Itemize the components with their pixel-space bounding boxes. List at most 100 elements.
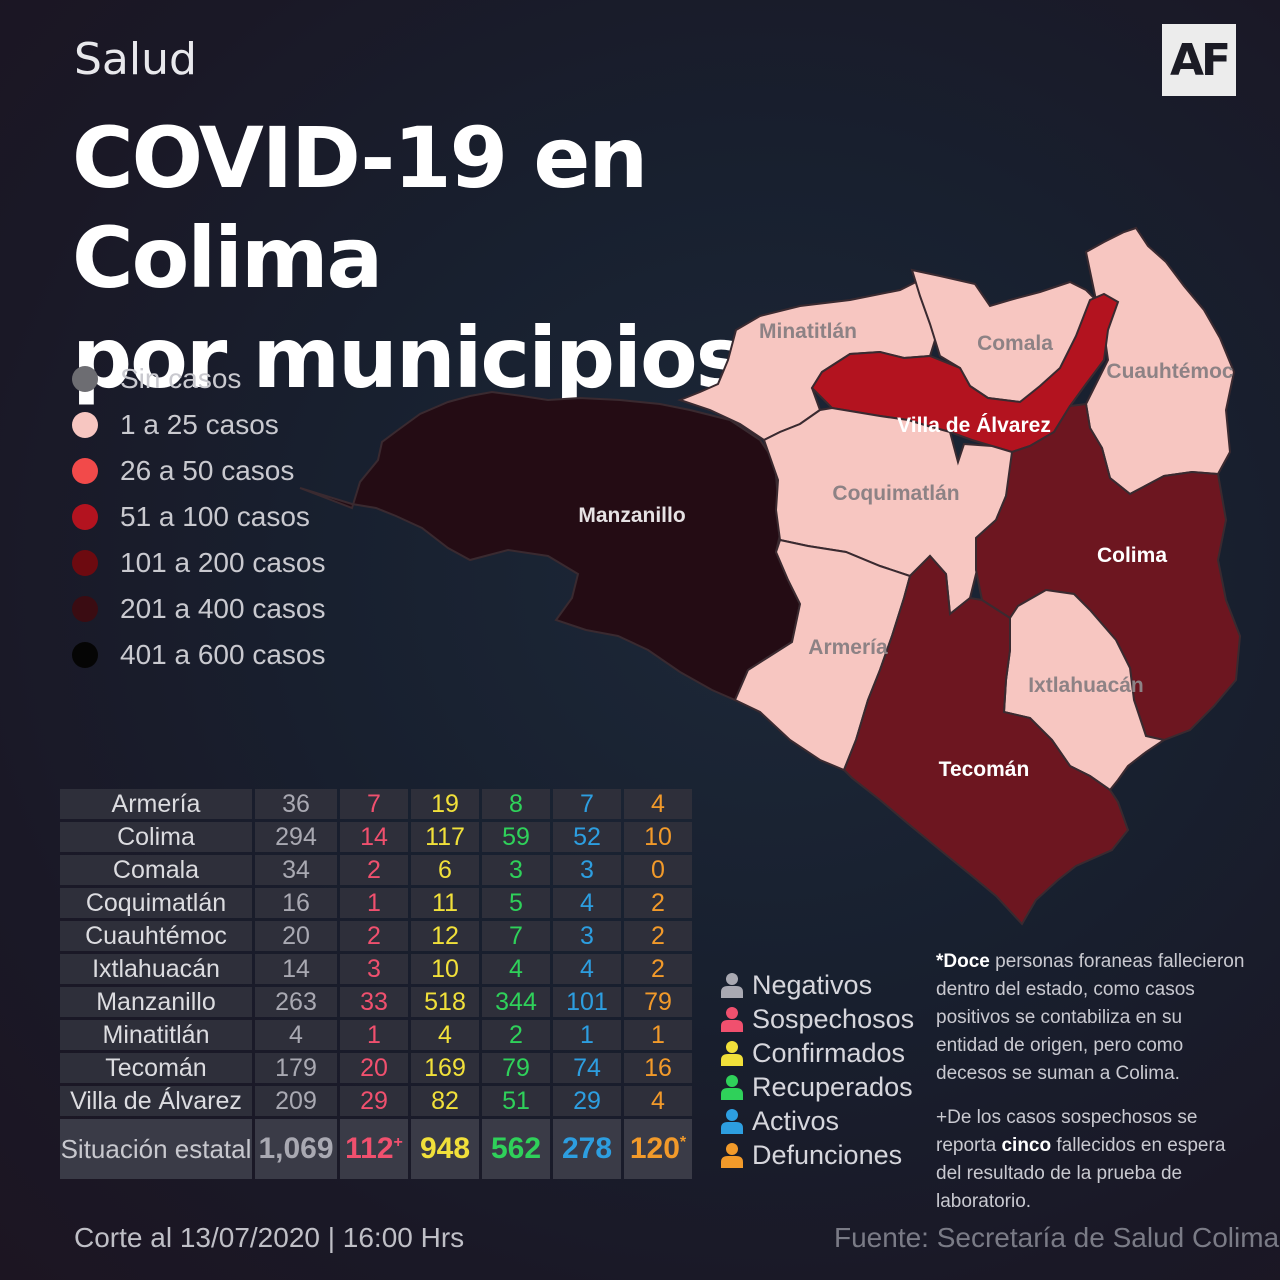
cell-sospechosos: 1 xyxy=(340,1020,408,1050)
label-tecoman: Tecomán xyxy=(939,758,1030,781)
key-item: Sospechosos xyxy=(720,1002,914,1036)
title-line-1: COVID-19 en Colima xyxy=(72,109,648,307)
cell-activos: 74 xyxy=(553,1053,621,1083)
cell-negativos: 294 xyxy=(255,822,337,852)
key-item: Negativos xyxy=(720,968,914,1002)
legend-item: Sin casos xyxy=(72,356,326,402)
cell-recuperados: 344 xyxy=(482,987,550,1017)
key-label: Recuperados xyxy=(752,1071,913,1102)
legend-item: 1 a 25 casos xyxy=(72,402,326,448)
cell-municipio: Minatitlán xyxy=(60,1020,252,1050)
cell-sospechosos: 20 xyxy=(340,1053,408,1083)
cell-activos: 3 xyxy=(553,921,621,951)
cell-municipio: Colima xyxy=(60,822,252,852)
person-icon xyxy=(721,1041,743,1066)
cell-confirmados: 6 xyxy=(411,855,479,885)
cell-confirmados: 11 xyxy=(411,888,479,918)
cell-total-activos: 278 xyxy=(553,1119,621,1179)
key-item: Confirmados xyxy=(720,1036,914,1070)
person-icon xyxy=(721,1007,743,1032)
cell-recuperados: 2 xyxy=(482,1020,550,1050)
note-bold-doce: Doce xyxy=(943,951,990,972)
total-value: 112 xyxy=(345,1132,394,1165)
note-text: fallecidos en espera del resultado de la… xyxy=(936,1135,1226,1212)
cell-recuperados: 8 xyxy=(482,789,550,819)
legend-item: 26 a 50 casos xyxy=(72,448,326,494)
table-row: Comala 34 2 6 3 3 0 xyxy=(60,855,692,885)
label-coquimatlan: Coquimatlán xyxy=(832,482,959,505)
cell-defunciones: 79 xyxy=(624,987,692,1017)
cell-recuperados: 7 xyxy=(482,921,550,951)
table-total-row: Situación estatal 1,069 112+ 948 562 278 120* xyxy=(60,1119,692,1179)
cell-municipio: Manzanillo xyxy=(60,987,252,1017)
cell-sospechosos: 7 xyxy=(340,789,408,819)
cell-negativos: 263 xyxy=(255,987,337,1017)
cell-municipio: Ixtlahuacán xyxy=(60,954,252,984)
cell-defunciones: 16 xyxy=(624,1053,692,1083)
section-label: Salud xyxy=(74,34,197,85)
cell-negativos: 4 xyxy=(255,1020,337,1050)
key-label: Confirmados xyxy=(752,1037,906,1068)
cell-sospechosos: 33 xyxy=(340,987,408,1017)
region-tecoman[interactable] xyxy=(842,554,1130,926)
cell-negativos: 36 xyxy=(255,789,337,819)
cell-confirmados: 12 xyxy=(411,921,479,951)
key-label: Defunciones xyxy=(752,1139,903,1170)
legend: Sin casos 1 a 25 casos 26 a 50 casos 51 … xyxy=(72,356,326,678)
cell-recuperados: 59 xyxy=(482,822,550,852)
note-bold-cinco: cinco xyxy=(1001,1135,1052,1156)
cell-recuperados: 5 xyxy=(482,888,550,918)
cell-municipio: Villa de Álvarez xyxy=(60,1086,252,1116)
table-row: Minatitlán 4 1 4 2 1 1 xyxy=(60,1020,692,1050)
key-label: Activos xyxy=(752,1105,840,1136)
legend-item: 51 a 100 casos xyxy=(72,494,326,540)
cell-activos: 4 xyxy=(553,954,621,984)
cell-confirmados: 82 xyxy=(411,1086,479,1116)
legend-label: 401 a 600 casos xyxy=(120,639,326,670)
label-cuauhtemoc: Cuauhtémoc xyxy=(1106,360,1234,383)
cell-sospechosos: 3 xyxy=(340,954,408,984)
table-row: Armería 36 7 19 8 7 4 xyxy=(60,789,692,819)
cell-confirmados: 19 xyxy=(411,789,479,819)
cell-defunciones: 4 xyxy=(624,1086,692,1116)
total-value: 562 xyxy=(490,1132,542,1165)
note-text: +De los casos sospechosos se reporta xyxy=(936,1107,1198,1156)
cell-negativos: 16 xyxy=(255,888,337,918)
legend-label: 201 a 400 casos xyxy=(120,593,326,624)
legend-swatch xyxy=(72,458,98,484)
cell-confirmados: 117 xyxy=(411,822,479,852)
cell-total-sospechosos: 112+ xyxy=(340,1119,408,1179)
total-value: 120 xyxy=(629,1132,680,1165)
label-villa-de-alvarez: Villa de Álvarez xyxy=(897,414,1051,437)
region-manzanillo[interactable] xyxy=(299,390,802,702)
cell-confirmados: 169 xyxy=(411,1053,479,1083)
cell-negativos: 179 xyxy=(255,1053,337,1083)
legend-label: 26 a 50 casos xyxy=(120,455,295,486)
data-source: Fuente: Secretaría de Salud Colima xyxy=(834,1222,1280,1253)
cell-activos: 101 xyxy=(553,987,621,1017)
cell-confirmados: 518 xyxy=(411,987,479,1017)
key-item: Recuperados xyxy=(720,1070,914,1104)
cell-municipio: Coquimatlán xyxy=(60,888,252,918)
table-row: Tecomán 179 20 169 79 74 16 xyxy=(60,1053,692,1083)
total-mark: + xyxy=(393,1134,403,1151)
key-item: Defunciones xyxy=(720,1138,914,1172)
cell-recuperados: 3 xyxy=(482,855,550,885)
label-armeria: Armería xyxy=(808,636,888,659)
legend-swatch xyxy=(72,642,98,668)
legend-label: Sin casos xyxy=(120,363,242,394)
region-armeria[interactable] xyxy=(733,538,912,772)
legend-swatch xyxy=(72,412,98,438)
label-ixtlahuacan: Ixtlahuacán xyxy=(1028,674,1144,697)
note-text: personas foraneas fallecieron dentro del… xyxy=(936,951,1245,1084)
person-icon xyxy=(721,1075,743,1100)
cell-activos: 7 xyxy=(553,789,621,819)
cell-activos: 52 xyxy=(553,822,621,852)
note-asterisk: * xyxy=(936,951,944,972)
cell-negativos: 14 xyxy=(255,954,337,984)
table-row: Villa de Álvarez 209 29 82 51 29 4 xyxy=(60,1086,692,1116)
cell-total-recuperados: 562 xyxy=(482,1119,550,1179)
cell-defunciones: 0 xyxy=(624,855,692,885)
legend-label: 1 a 25 casos xyxy=(120,409,279,440)
